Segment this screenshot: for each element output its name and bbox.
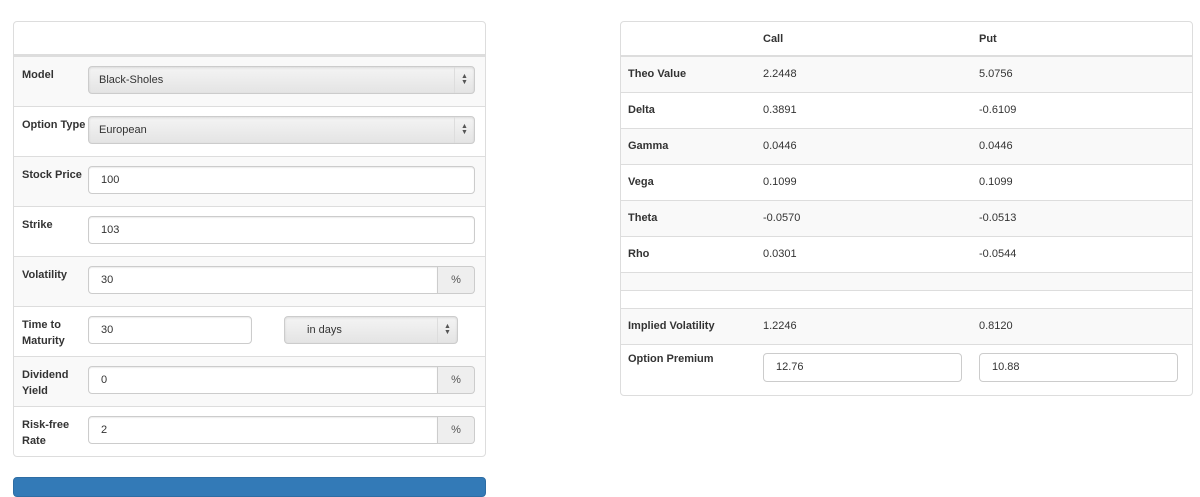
volatility-label: Volatility: [22, 269, 68, 281]
primary-button[interactable]: [13, 477, 486, 497]
row-label: Implied Volatility: [628, 320, 715, 332]
put-value: 0.8120: [979, 320, 1013, 332]
put-value: -0.6109: [979, 104, 1017, 116]
risk-free-rate-row: Risk-free Rate 2%: [14, 406, 485, 456]
risk-free-rate-label: Risk-free Rate: [22, 419, 70, 447]
option-premium-row: Option Premium 12.76 10.88: [621, 344, 1192, 392]
strike-row: Strike 103: [14, 206, 485, 256]
results-panel: Call Put Theo Value 2.2448 5.0756 Delta 0.3…: [620, 21, 1193, 396]
model-label: Model: [22, 69, 54, 81]
percent-addon: %: [438, 416, 475, 444]
model-row: Model Black-Sholes ▲ ▼: [14, 56, 485, 106]
table-row: Delta 0.3891 -0.6109: [621, 92, 1192, 128]
time-unit-select[interactable]: in days ▲ ▼: [284, 316, 458, 344]
table-row: Theta -0.0570 -0.0513: [621, 200, 1192, 236]
stock-price-row: Stock Price 100: [14, 156, 485, 206]
option-type-value: European: [99, 124, 147, 136]
time-unit-value: in days: [307, 324, 342, 336]
results-table: Call Put Theo Value 2.2448 5.0756 Delta 0.3…: [621, 22, 1192, 392]
row-label: Theta: [628, 212, 658, 224]
row-label: Theo Value: [628, 68, 687, 81]
stock-price-input[interactable]: 100: [88, 166, 475, 194]
call-value: 0.0446: [763, 140, 797, 152]
table-row: Rho 0.0301 -0.0544: [621, 236, 1192, 272]
spacer-row: [621, 290, 1192, 308]
call-value: 0.3891: [763, 104, 797, 116]
option-type-label: Option Type: [22, 119, 86, 131]
time-to-maturity-label: Time to Maturity: [22, 319, 65, 347]
header-call: Call: [763, 32, 784, 45]
header-blank: [621, 22, 763, 56]
volatility-input[interactable]: 30: [88, 266, 438, 294]
row-label: Vega: [628, 176, 654, 188]
dividend-yield-label: Dividend Yield: [22, 369, 69, 397]
model-select[interactable]: Black-Sholes ▲ ▼: [88, 66, 475, 94]
call-value: -0.0570: [763, 212, 801, 224]
risk-free-rate-input[interactable]: 2: [88, 416, 438, 444]
table-row: Gamma 0.0446 0.0446: [621, 128, 1192, 164]
header-put: Put: [979, 32, 997, 45]
model-value: Black-Sholes: [99, 74, 164, 86]
select-arrows-icon: ▲ ▼: [437, 317, 457, 343]
row-label: Gamma: [628, 140, 669, 152]
percent-addon: %: [438, 366, 475, 394]
select-arrows-icon: ▲ ▼: [454, 67, 474, 93]
call-premium-input[interactable]: 12.76: [763, 352, 962, 382]
put-value: 0.0446: [979, 140, 1013, 152]
option-type-row: Option Type European ▲ ▼: [14, 106, 485, 156]
call-value: 0.1099: [763, 176, 797, 188]
call-value: 2.2448: [763, 68, 797, 81]
strike-label: Strike: [22, 219, 53, 231]
dividend-yield-row: Dividend Yield 0%: [14, 356, 485, 406]
row-label: Rho: [628, 248, 650, 260]
put-value: -0.0544: [979, 248, 1017, 260]
put-value: 5.0756: [979, 68, 1013, 81]
stock-price-label: Stock Price: [22, 169, 82, 181]
input-panel: Model Black-Sholes ▲ ▼ Option Type Europea…: [13, 21, 486, 457]
implied-volatility-row: Implied Volatility 1.2246 0.8120: [621, 308, 1192, 344]
percent-addon: %: [438, 266, 475, 294]
volatility-row: Volatility 30%: [14, 256, 485, 306]
panel-header: [14, 22, 485, 56]
call-value: 0.0301: [763, 248, 797, 260]
put-premium-input[interactable]: 10.88: [979, 352, 1178, 382]
call-value: 1.2246: [763, 320, 797, 332]
put-value: -0.0513: [979, 212, 1017, 224]
time-to-maturity-input[interactable]: 30: [88, 316, 252, 344]
select-arrows-icon: ▲ ▼: [454, 117, 474, 143]
option-type-select[interactable]: European ▲ ▼: [88, 116, 475, 144]
dividend-yield-input[interactable]: 0: [88, 366, 438, 394]
row-label: Delta: [628, 104, 655, 116]
row-label: Option Premium: [628, 352, 714, 365]
table-row: Theo Value 2.2448 5.0756: [621, 56, 1192, 92]
put-value: 0.1099: [979, 176, 1013, 188]
time-to-maturity-row: Time to Maturity 30 in days ▲ ▼: [14, 306, 485, 356]
spacer-row: [621, 272, 1192, 290]
strike-input[interactable]: 103: [88, 216, 475, 244]
table-row: Vega 0.1099 0.1099: [621, 164, 1192, 200]
